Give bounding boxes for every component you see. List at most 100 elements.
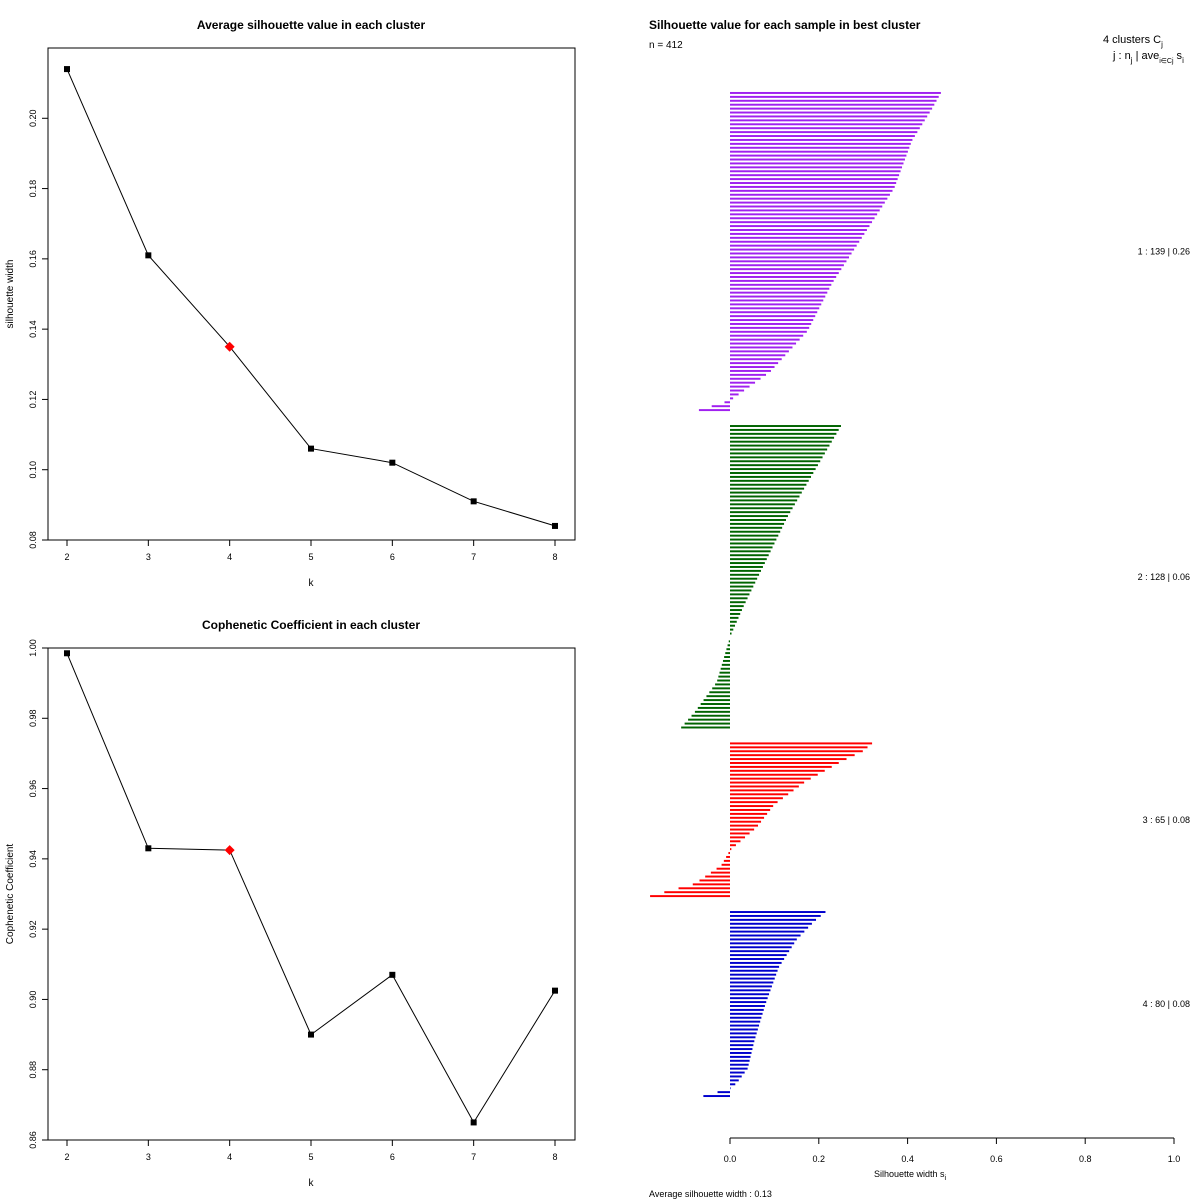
data-point [308,445,314,452]
silhouette-bar [730,236,862,239]
silhouette-bar [730,178,898,181]
data-point [552,522,558,529]
panel2-points [64,650,558,1126]
silhouette-bar [730,99,937,102]
silhouette-bar [730,119,925,122]
silhouette-bar [730,569,762,572]
silhouette-bar [730,369,771,372]
silhouette-bar [730,264,844,267]
silhouette-bar [716,867,730,870]
data-point [145,252,152,259]
silhouette-bar [730,805,774,808]
cophenetic-line-panel: Cophenetic Coefficient in each cluster k… [5,618,576,1189]
silhouette-bar [730,275,837,278]
silhouette-bar [730,1008,764,1011]
data-point [308,1031,314,1038]
silhouette-bar [730,272,839,275]
silhouette-line-panel: Average silhouette value in each cluster… [5,18,576,589]
silhouette-bar [730,201,885,204]
silhouette-bar [730,377,761,380]
silhouette-bar [730,1016,762,1019]
silhouette-bar [730,914,821,917]
silhouette-bar [730,342,797,345]
x-tick-label: 0.4 [901,1154,914,1164]
panel3-x-ticks: 0.0 0.2 0.4 0.6 0.8 1.0 [724,1138,1181,1164]
silhouette-bar [730,785,799,788]
panel1-ylabel: silhouette width [5,260,16,329]
silhouette-bar [723,859,730,862]
silhouette-bar [721,863,730,866]
silhouette-bar [730,373,767,376]
silhouette-bar [726,855,730,858]
silhouette-bar [730,107,933,110]
silhouette-bar [730,448,828,451]
silhouette-bar [688,718,730,721]
silhouette-bar [730,844,736,847]
silhouette-bar [730,1040,755,1043]
panel2-y-ticks: 0.86 0.88 0.90 0.92 0.94 0.96 0.98 1.00 [28,639,48,1149]
silhouette-bar [730,824,759,827]
panel3-cluster-labels: 1 : 139 | 0.26 2 : 128 | 0.06 3 : 65 | 0.0… [1138,247,1190,1010]
silhouette-bar [730,530,781,533]
silhouette-bar [730,546,773,549]
silhouette-bar [730,354,786,357]
x-tick-label: 5 [308,1152,313,1162]
silhouette-bar [730,287,830,290]
panel2-title: Cophenetic Coefficient in each cluster [202,618,420,632]
silhouette-bar [730,922,812,925]
data-point [64,650,70,657]
silhouette-bar [730,193,890,196]
silhouette-bar [730,319,814,322]
silhouette-bar [730,581,756,584]
silhouette-bar [730,1005,765,1007]
silhouette-bar [730,385,750,388]
silhouette-bar [650,895,730,898]
silhouette-bar [730,985,772,988]
silhouette-bar [730,135,915,138]
silhouette-bar [730,1075,742,1078]
silhouette-bar [730,95,939,98]
panel2-xlabel: k [309,1178,315,1189]
y-tick-label: 0.96 [28,780,38,798]
silhouette-bar [730,138,913,141]
silhouette-bar [730,565,763,568]
silhouette-bar [730,593,750,596]
silhouette-bar [730,1001,767,1004]
x-tick-label: 3 [146,552,151,562]
silhouette-bar [730,229,867,231]
silhouette-bar [730,158,905,161]
silhouette-bar [730,562,765,565]
silhouette-bar [730,938,797,941]
silhouette-bar [730,291,828,294]
silhouette-bar [730,123,923,126]
silhouette-bar [730,942,795,945]
silhouette-bar [725,652,730,655]
silhouette-bar [691,714,730,717]
silhouette-bar [718,675,730,678]
silhouette-bar [730,182,897,184]
y-tick-label: 0.16 [28,250,38,268]
silhouette-bar [730,624,736,627]
silhouette-bar [730,515,788,518]
silhouette-bar [730,475,812,478]
silhouette-bar [730,256,850,259]
silhouette-bar [730,115,928,118]
silhouette-bar [730,848,732,851]
silhouette-bar [730,268,842,271]
panel3-bars [650,91,941,1098]
silhouette-bar [730,926,809,929]
silhouette-bar [730,393,739,396]
silhouette-bar [730,1071,745,1074]
x-tick-label: 6 [390,552,395,562]
silhouette-bar [730,911,826,914]
silhouette-bar [730,793,789,796]
silhouette-bar [730,225,870,228]
y-tick-label: 0.18 [28,180,38,198]
silhouette-bar [730,142,911,145]
silhouette-bars-panel: Silhouette value for each sample in best… [649,18,1190,1199]
silhouette-bar [730,295,826,298]
x-tick-label: 1.0 [1168,1154,1181,1164]
silhouette-bar [730,170,901,173]
silhouette-bar [730,750,863,753]
x-tick-label: 7 [471,1152,476,1162]
